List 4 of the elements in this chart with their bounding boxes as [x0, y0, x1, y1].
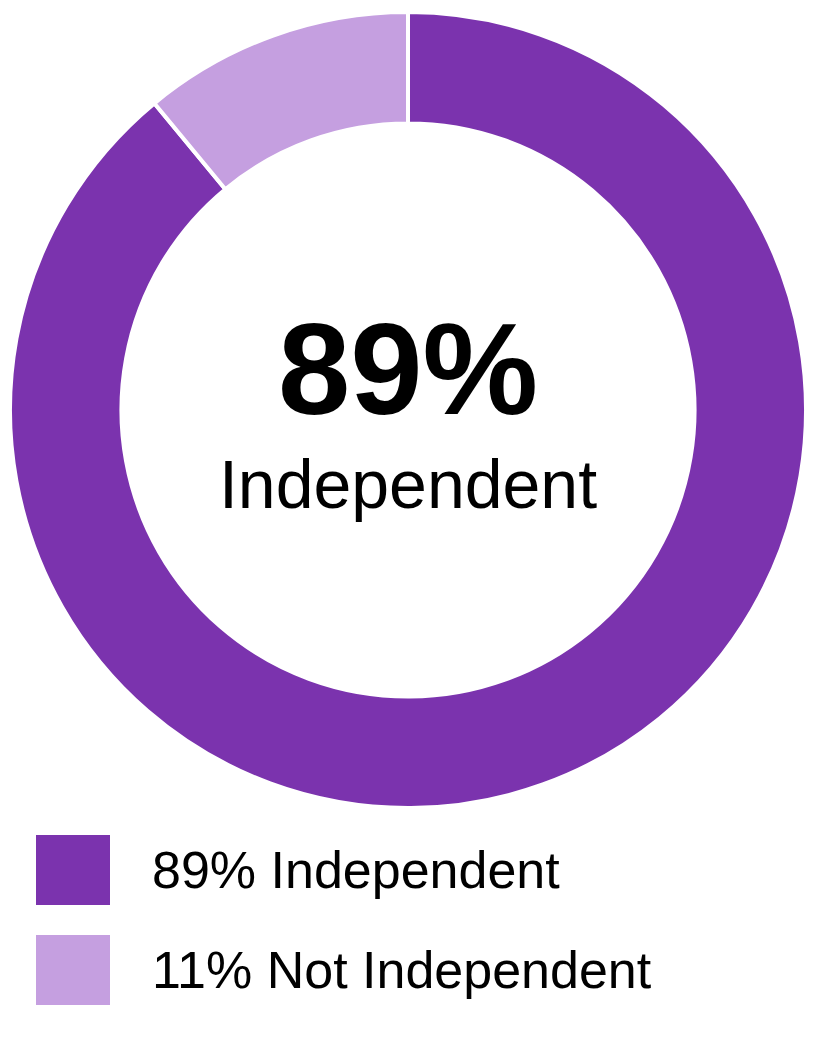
legend-label: 11% Not Independent [152, 940, 652, 1000]
legend-label: 89% Independent [152, 840, 560, 900]
text: Independent [218, 446, 598, 522]
text: 89% [277, 296, 539, 442]
